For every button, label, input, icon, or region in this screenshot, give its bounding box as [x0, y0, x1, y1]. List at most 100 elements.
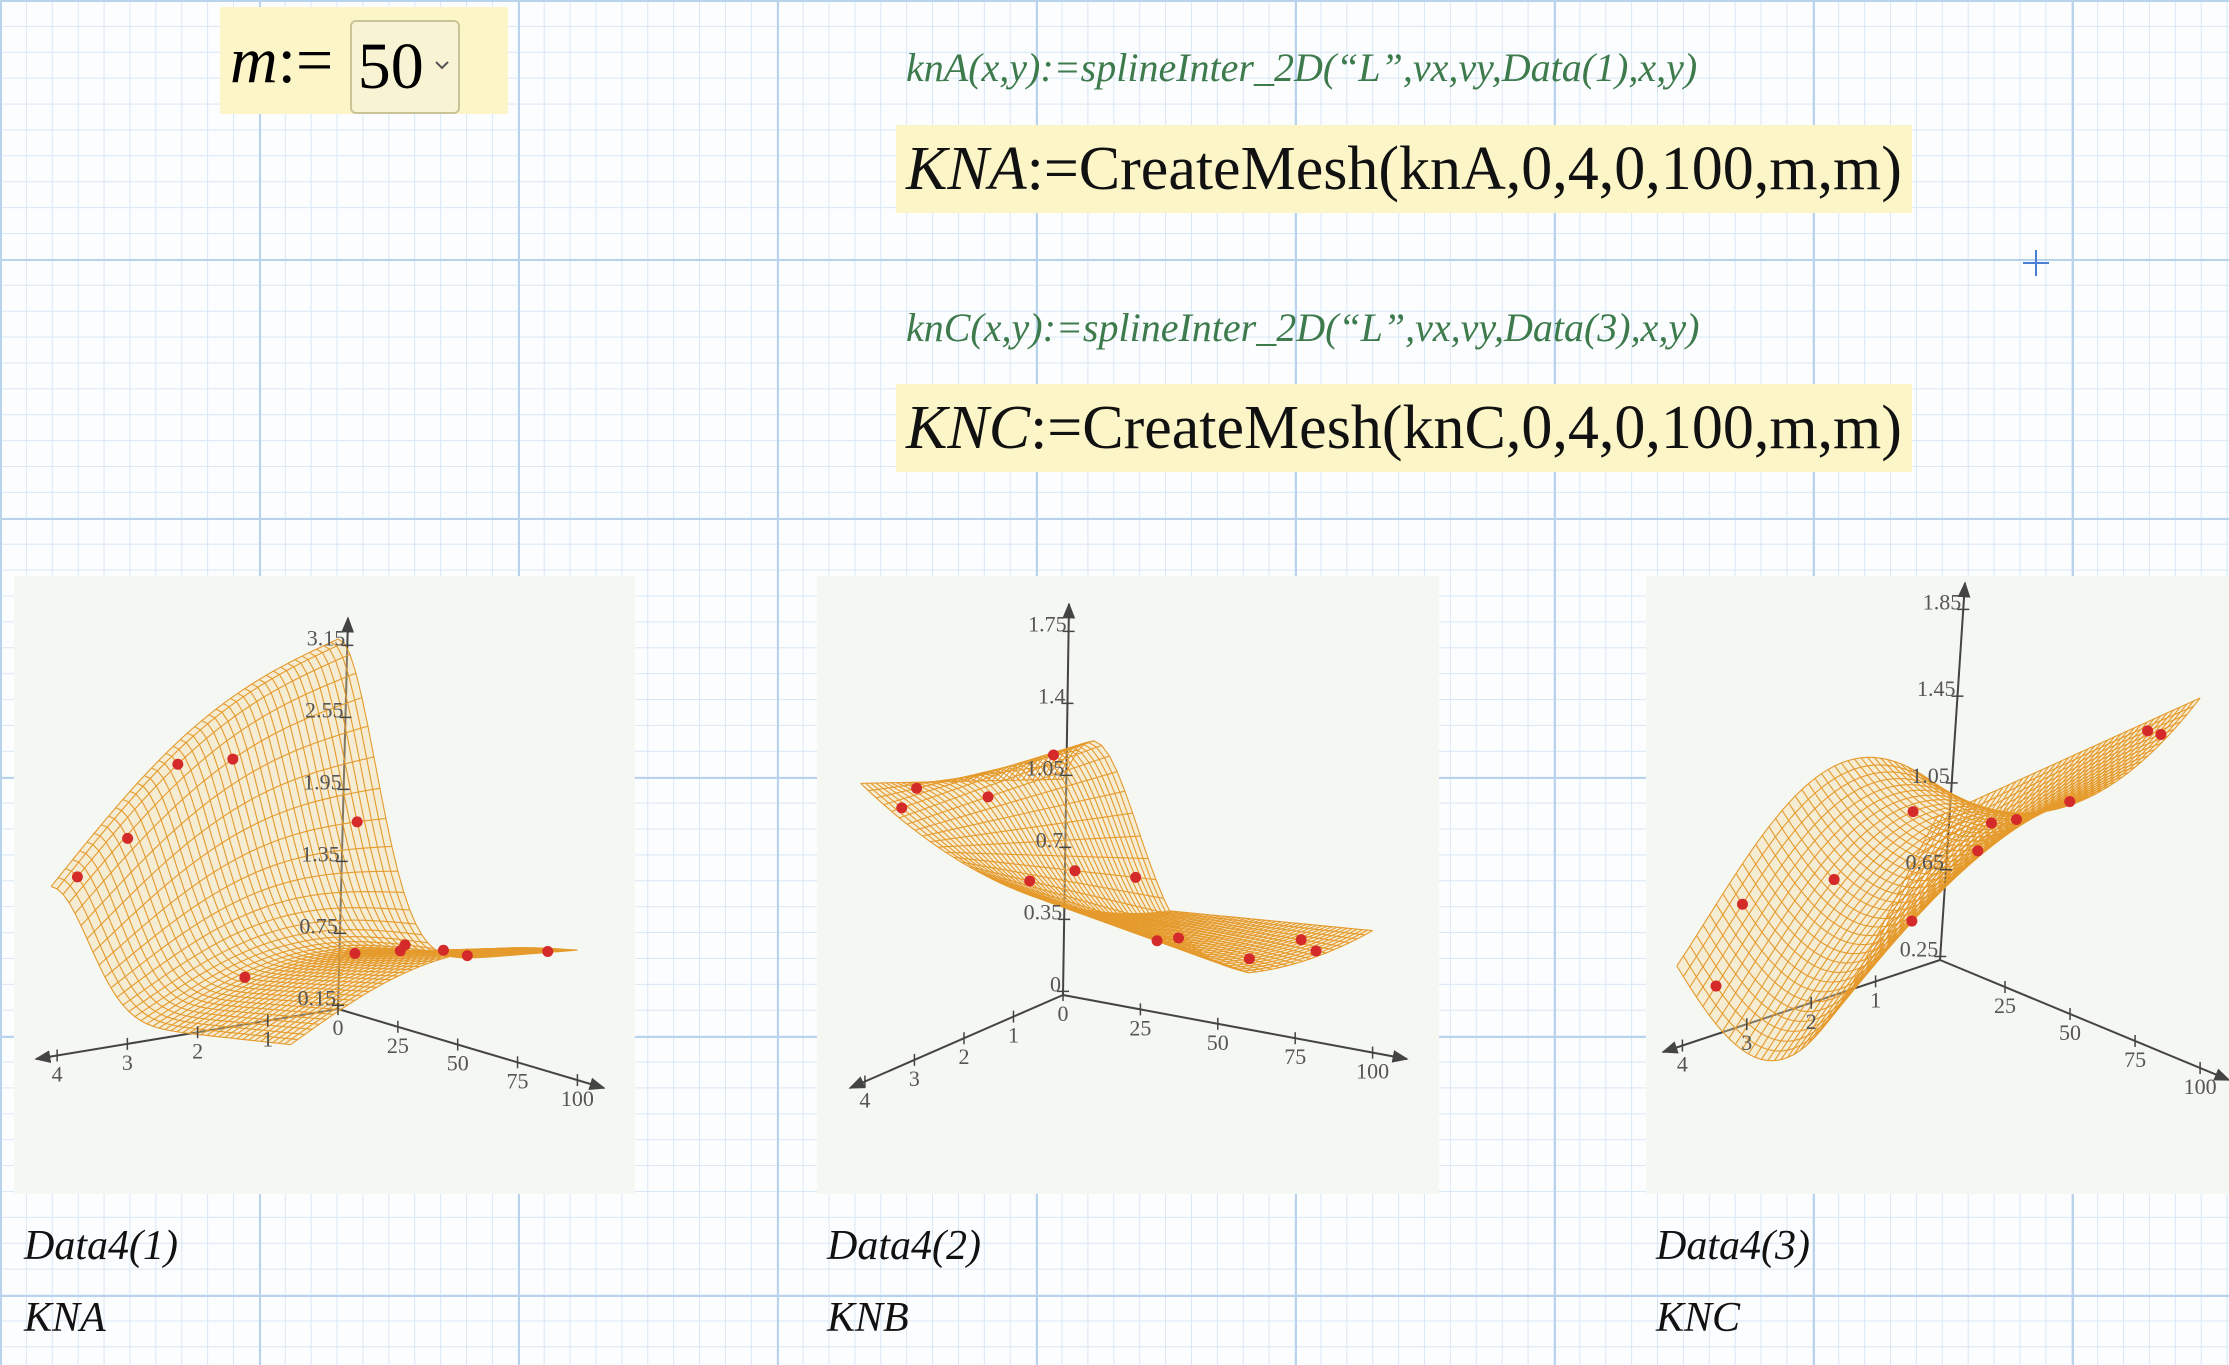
data-point — [896, 802, 908, 814]
mesh-line — [1115, 912, 1319, 957]
mesh-line — [151, 767, 391, 981]
data-point — [1828, 874, 1840, 886]
args: (knA,0,4,0,100,m,m) — [1378, 135, 1902, 203]
data-point — [2011, 813, 2023, 825]
plot-caption: Data4(1) — [24, 1223, 178, 1269]
definition[interactable]: knA(x,y):=splineInter_2D(“L”,vx,vy,Data(… — [906, 44, 1697, 91]
z-tick-label: 3.15 — [307, 625, 346, 650]
mesh-line — [1702, 805, 1964, 1023]
plot-content: 1.85 1.45 1.05 0.65 0.25 4 3 2 1 25 50 75 100 — [1661, 581, 2229, 1099]
data-point — [2064, 796, 2076, 808]
x-tick-label: 1 — [262, 1027, 273, 1052]
value-dropdown[interactable]: 50 — [349, 19, 460, 114]
x-tick-label: 2 — [1806, 1009, 1817, 1034]
y-tick-label: 75 — [507, 1068, 529, 1093]
plot-background — [14, 576, 635, 1194]
y-tick-label: 25 — [1129, 1015, 1151, 1040]
data-point — [1130, 871, 1142, 883]
data-point — [227, 753, 239, 765]
data-point — [911, 782, 923, 794]
z-tick-label: 1.4 — [1038, 683, 1066, 708]
mesh-line — [1904, 735, 2168, 881]
mesh-line — [50, 886, 291, 1046]
data-point — [461, 950, 473, 962]
plot-panel[interactable]: 1.75 1.4 1.05 0.7 0.35 0 4 3 2 1 0 25 50 75 100 — [817, 576, 1439, 1194]
mesh-line — [101, 824, 341, 1011]
mesh-line — [1761, 778, 2023, 937]
z-tick-label: 1.35 — [301, 841, 340, 866]
mesh-line — [179, 739, 420, 968]
mesh-line — [1123, 912, 1327, 954]
plot-panel[interactable]: 3.15 2.55 1.95 1.35 0.75 0.15 4 3 2 1 0 25 50 75 100 — [14, 576, 635, 1194]
rhs: splineInter_2D(“L”,vx,vy,Data(3),x,y) — [1082, 305, 1700, 350]
plot-content: 1.75 1.4 1.05 0.7 0.35 0 4 3 2 1 0 25 50 75 100 — [848, 602, 1409, 1112]
lhs: KNA — [906, 135, 1027, 203]
y-tick-label: 50 — [447, 1051, 469, 1076]
plot-caption: Data4(3) — [1656, 1223, 1810, 1269]
x-tick-label: 4 — [859, 1087, 870, 1112]
op: := — [1040, 45, 1081, 90]
y-tick-label: 100 — [561, 1086, 594, 1111]
definition[interactable]: knC(x,y):=splineInter_2D(“L”,vx,vy,Data(… — [906, 304, 1699, 351]
data-point — [1972, 845, 1984, 857]
plot-surface-label: KNA — [24, 1295, 106, 1341]
mesh-line — [1891, 749, 2155, 908]
assign-op: := — [277, 24, 334, 97]
plot-panel[interactable]: 1.85 1.45 1.05 0.65 0.25 4 3 2 1 25 50 75 100 — [1646, 576, 2229, 1194]
data-point — [542, 946, 554, 958]
y-tick-label: 50 — [2059, 1020, 2081, 1045]
mesh-line — [1801, 760, 2063, 889]
z-axis — [337, 616, 355, 1010]
z-tick-label: 1.45 — [1917, 676, 1956, 701]
mesh-line — [122, 798, 363, 997]
mesh-line — [165, 752, 406, 974]
lhs: knC(x,y) — [906, 305, 1043, 350]
mesh-line — [187, 732, 427, 965]
data-point — [1295, 934, 1307, 946]
chevron — [435, 61, 449, 70]
z-axis — [1062, 602, 1076, 996]
rhs: splineInter_2D(“L”,vx,vy,Data(1),x,y) — [1080, 45, 1698, 90]
z-tick-label: 0.15 — [298, 985, 337, 1010]
mesh-line — [1715, 799, 1977, 1003]
mesh-line — [1781, 769, 2043, 911]
x-tick-label: 3 — [1741, 1030, 1752, 1055]
mesh-line — [65, 868, 305, 1035]
z-axis — [1939, 581, 1971, 961]
x-tick-label: 3 — [909, 1066, 920, 1091]
z-tick-label: 1.75 — [1028, 611, 1067, 636]
mesh-line — [158, 760, 399, 977]
data-point — [982, 791, 994, 803]
mesh-line — [136, 782, 377, 988]
z-tick-label: 1.95 — [303, 769, 342, 794]
func: CreateMesh — [1082, 394, 1382, 462]
data-point — [1024, 875, 1036, 887]
data-point — [1151, 935, 1163, 947]
mesh-line — [58, 877, 298, 1041]
mesh-definition[interactable]: KNA:=CreateMesh(knA,0,4,0,100,m,m) — [896, 125, 1912, 213]
mesh-line — [1709, 802, 1971, 1013]
m-region[interactable]: m:= 50 — [220, 7, 508, 114]
mesh-line — [860, 782, 1171, 915]
mesh-line — [1139, 912, 1342, 947]
data-point — [1310, 945, 1322, 957]
mesh-line — [1936, 697, 2201, 818]
plot-surface-label: KNB — [827, 1295, 909, 1341]
data-point — [1906, 915, 1918, 927]
func: CreateMesh — [1078, 135, 1379, 203]
mesh-line — [1162, 911, 1365, 936]
z-tick-label: 0.65 — [1905, 850, 1944, 875]
mesh-line — [1170, 910, 1373, 932]
op: := — [1042, 305, 1083, 350]
y-tick-label: 25 — [387, 1033, 409, 1058]
data-point — [1243, 953, 1255, 965]
mesh-definition[interactable]: KNC:=CreateMesh(knC,0,4,0,100,m,m) — [896, 384, 1912, 472]
mesh-line — [72, 859, 313, 1030]
y-tick-label: 25 — [1994, 993, 2016, 1018]
mesh-line — [172, 745, 413, 971]
z-tick-label: 1.05 — [1911, 763, 1950, 788]
mesh-line — [1858, 776, 2123, 972]
data-point — [239, 971, 251, 983]
mesh-line — [1930, 705, 2194, 830]
